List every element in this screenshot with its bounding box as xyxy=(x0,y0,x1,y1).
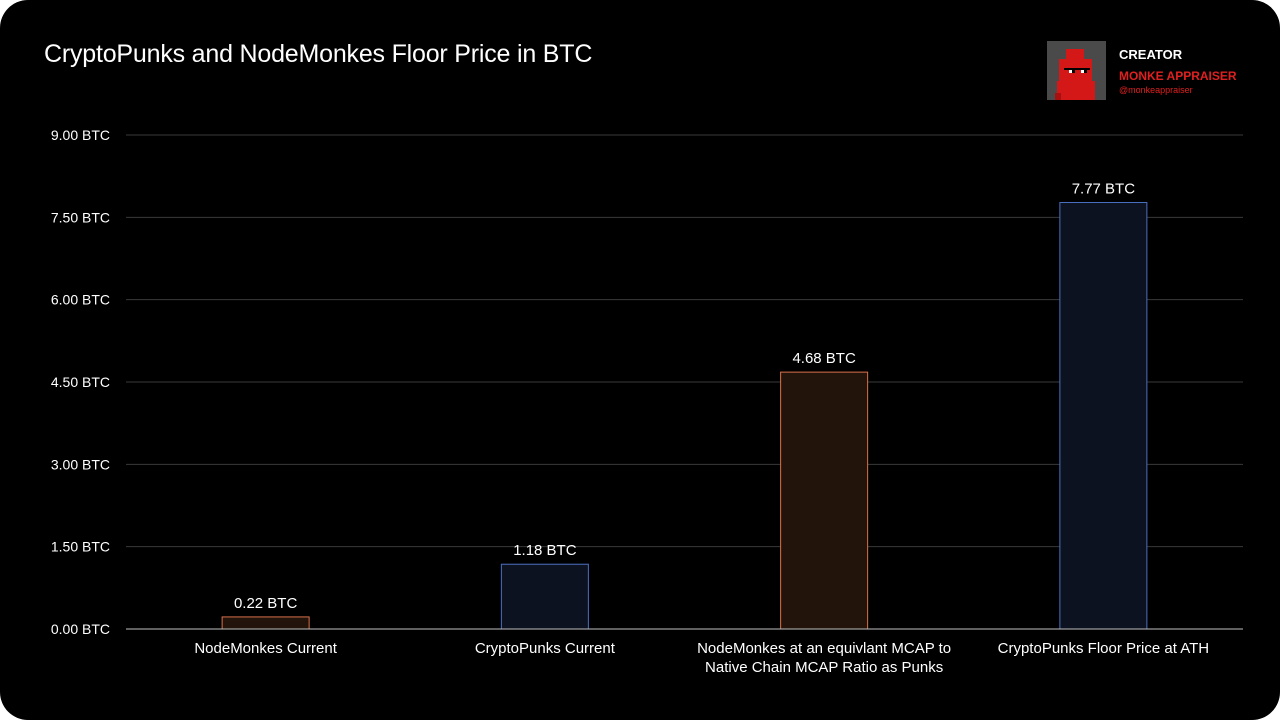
y-tick-label: 3.00 BTC xyxy=(51,456,110,472)
monke-avatar-icon xyxy=(1047,41,1106,100)
bar xyxy=(780,371,869,630)
y-tick-label: 0.00 BTC xyxy=(51,621,110,637)
creator-badge: CREATOR MONKE APPRAISER @monkeappraiser xyxy=(1047,41,1247,101)
chart-title: CryptoPunks and NodeMonkes Floor Price i… xyxy=(44,40,593,68)
y-tick-label: 6.00 BTC xyxy=(51,292,110,308)
creator-avatar xyxy=(1047,41,1106,100)
data-label: 1.18 BTC xyxy=(513,542,577,559)
creator-handle: @monkeappraiser xyxy=(1119,85,1193,95)
data-label: 7.77 BTC xyxy=(1072,181,1136,198)
category-label: CryptoPunks Floor Price at ATH xyxy=(998,640,1209,657)
bar xyxy=(500,563,589,630)
y-tick-label: 1.50 BTC xyxy=(51,539,110,555)
y-tick-label: 9.00 BTC xyxy=(51,127,110,143)
bar xyxy=(221,616,310,630)
data-label: 4.68 BTC xyxy=(792,350,856,367)
category-label: Native Chain MCAP Ratio as Punks xyxy=(705,659,943,676)
data-label: 0.22 BTC xyxy=(234,595,298,612)
creator-name: MONKE APPRAISER xyxy=(1119,69,1237,83)
category-label: NodeMonkes at an equivlant MCAP to xyxy=(697,640,951,657)
creator-label: CREATOR xyxy=(1119,47,1183,62)
y-tick-label: 4.50 BTC xyxy=(51,374,110,390)
bar xyxy=(1059,202,1148,630)
y-tick-label: 7.50 BTC xyxy=(51,209,110,225)
category-label: NodeMonkes Current xyxy=(194,640,337,657)
category-label: CryptoPunks Current xyxy=(475,640,616,657)
